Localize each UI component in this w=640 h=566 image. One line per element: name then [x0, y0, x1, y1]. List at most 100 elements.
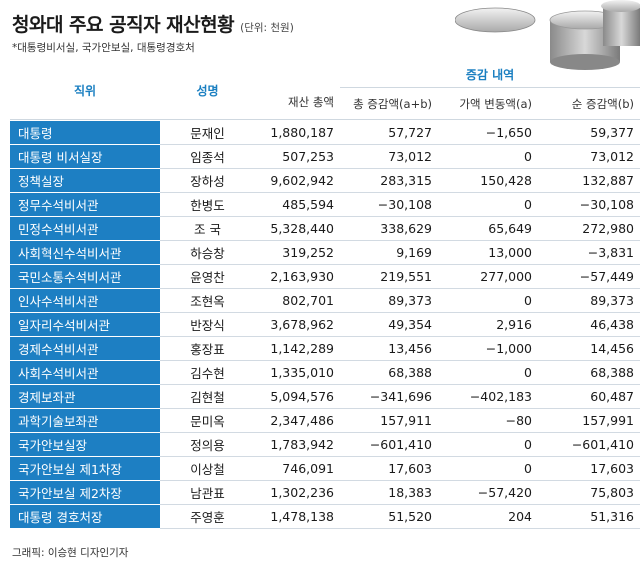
header-net-change: 순 증감액(b)	[538, 88, 640, 120]
cell-total-change: 57,727	[388, 125, 432, 140]
cell-name: 문재인	[190, 126, 225, 141]
cell-total-change: 219,551	[380, 269, 432, 284]
cell-name: 조 국	[194, 222, 221, 237]
cell-total: 1,302,236	[270, 485, 334, 500]
page-title: 청와대 주요 공직자 재산현황	[12, 14, 235, 36]
table-header: 직위 성명 증감 내역 재산 총액 총 증감액(a+b) 가액 변동액(a) 순…	[10, 62, 640, 120]
cell-net-change: 46,438	[590, 317, 634, 332]
cell-total: 507,253	[282, 149, 334, 164]
cell-price-change: 0	[524, 149, 532, 164]
cell-name: 남관표	[190, 486, 225, 501]
cell-position: 사회수석비서관	[10, 361, 160, 385]
cell-position: 국가안보실 제2차장	[10, 481, 160, 505]
cell-price-change: −57,420	[477, 485, 532, 500]
cell-name: 하승창	[190, 246, 225, 261]
cell-total-change: 13,456	[388, 341, 432, 356]
cell-name: 홍장표	[190, 342, 225, 357]
cell-position: 민정수석비서관	[10, 217, 160, 241]
coins-illustration	[455, 0, 640, 70]
table-row: 국가안보실장 정의용 1,783,942 −601,410 0 −601,410	[10, 433, 640, 457]
cell-price-change: 0	[524, 461, 532, 476]
cell-total-change: −341,696	[369, 389, 432, 404]
cell-total: 746,091	[282, 461, 334, 476]
cell-price-change: −402,183	[469, 389, 532, 404]
cell-total: 1,478,138	[270, 509, 334, 524]
cell-net-change: 68,388	[590, 365, 634, 380]
cell-position: 대통령 비서실장	[10, 145, 160, 169]
cell-total: 802,701	[282, 293, 334, 308]
cell-net-change: −3,831	[587, 245, 634, 260]
table-row: 대통령 비서실장 임종석 507,253 73,012 0 73,012	[10, 145, 640, 169]
cell-price-change: −1,650	[485, 125, 532, 140]
cell-total: 3,678,962	[270, 317, 334, 332]
cell-net-change: 73,012	[590, 149, 634, 164]
table-body: 대통령 문재인 1,880,187 57,727 −1,650 59,377 대통령 비서…	[10, 121, 640, 529]
header-total: 재산 총액	[255, 62, 340, 120]
cell-net-change: −601,410	[571, 437, 634, 452]
cell-total: 9,602,942	[270, 173, 334, 188]
cell-total-change: −30,108	[377, 197, 432, 212]
cell-price-change: 277,000	[480, 269, 532, 284]
header-position: 직위	[10, 62, 160, 120]
cell-total: 2,347,486	[270, 413, 334, 428]
cell-net-change: 157,991	[582, 413, 634, 428]
table-row: 사회수석비서관 김수현 1,335,010 68,388 0 68,388	[10, 361, 640, 385]
cell-total: 1,142,289	[270, 341, 334, 356]
unit-label: (단위: 천원)	[240, 22, 294, 34]
header-name: 성명	[160, 62, 255, 120]
table-row: 대통령 경호처장 주영훈 1,478,138 51,520 204 51,316	[10, 505, 640, 529]
table-row: 경제보좌관 김현철 5,094,576 −341,696 −402,183 60,487	[10, 385, 640, 409]
cell-name: 조현옥	[190, 294, 225, 309]
cell-total-change: 338,629	[380, 221, 432, 236]
cell-position: 국민소통수석비서관	[10, 265, 160, 289]
cell-position: 과학기술보좌관	[10, 409, 160, 433]
cell-total: 319,252	[282, 245, 334, 260]
table-row: 민정수석비서관 조 국 5,328,440 338,629 65,649 272,980	[10, 217, 640, 241]
header-change-group: 증감 내역	[340, 62, 640, 88]
cell-net-change: 17,603	[590, 461, 634, 476]
cell-price-change: 2,916	[496, 317, 532, 332]
table-row: 과학기술보좌관 문미옥 2,347,486 157,911 −80 157,991	[10, 409, 640, 433]
cell-name: 이상철	[190, 462, 225, 477]
cell-position: 대통령	[10, 121, 160, 145]
cell-total-change: −601,410	[369, 437, 432, 452]
cell-name: 반장식	[190, 318, 225, 333]
cell-total-change: 49,354	[388, 317, 432, 332]
cell-total: 1,783,942	[270, 437, 334, 452]
cell-position: 정책실장	[10, 169, 160, 193]
footnote: *대통령비서실, 국가안보실, 대통령경호처	[12, 42, 195, 54]
table-row: 국가안보실 제2차장 남관표 1,302,236 18,383 −57,420 75,80…	[10, 481, 640, 505]
cell-net-change: 14,456	[590, 341, 634, 356]
cell-price-change: 65,649	[488, 221, 532, 236]
cell-total-change: 68,388	[388, 365, 432, 380]
cell-price-change: 0	[524, 293, 532, 308]
cell-net-change: 51,316	[590, 509, 634, 524]
table-row: 정무수석비서관 한병도 485,594 −30,108 0 −30,108	[10, 193, 640, 217]
cell-total: 1,880,187	[270, 125, 334, 140]
table-row: 국민소통수석비서관 윤영찬 2,163,930 219,551 277,000 −57,4…	[10, 265, 640, 289]
cell-position: 사회혁신수석비서관	[10, 241, 160, 265]
cell-total-change: 17,603	[388, 461, 432, 476]
table-row: 정책실장 장하성 9,602,942 283,315 150,428 132,887	[10, 169, 640, 193]
cell-total-change: 89,373	[388, 293, 432, 308]
cell-total: 5,328,440	[270, 221, 334, 236]
cell-net-change: 272,980	[582, 221, 634, 236]
cell-total-change: 157,911	[380, 413, 432, 428]
cell-price-change: 0	[524, 365, 532, 380]
title-block: 청와대 주요 공직자 재산현황 (단위: 천원)	[12, 10, 294, 38]
cell-name: 문미옥	[190, 414, 225, 429]
table-row: 국가안보실 제1차장 이상철 746,091 17,603 0 17,603	[10, 457, 640, 481]
cell-name: 김수현	[190, 366, 225, 381]
cell-total: 5,094,576	[270, 389, 334, 404]
cell-position: 경제수석비서관	[10, 337, 160, 361]
cell-position: 경제보좌관	[10, 385, 160, 409]
cell-position: 일자리수석비서관	[10, 313, 160, 337]
cell-net-change: 132,887	[582, 173, 634, 188]
cell-position: 국가안보실 제1차장	[10, 457, 160, 481]
cell-name: 한병도	[190, 198, 225, 213]
cell-name: 임종석	[190, 150, 225, 165]
cell-net-change: 89,373	[590, 293, 634, 308]
cell-price-change: 0	[524, 437, 532, 452]
cell-price-change: −1,000	[485, 341, 532, 356]
cell-name: 김현철	[190, 390, 225, 405]
